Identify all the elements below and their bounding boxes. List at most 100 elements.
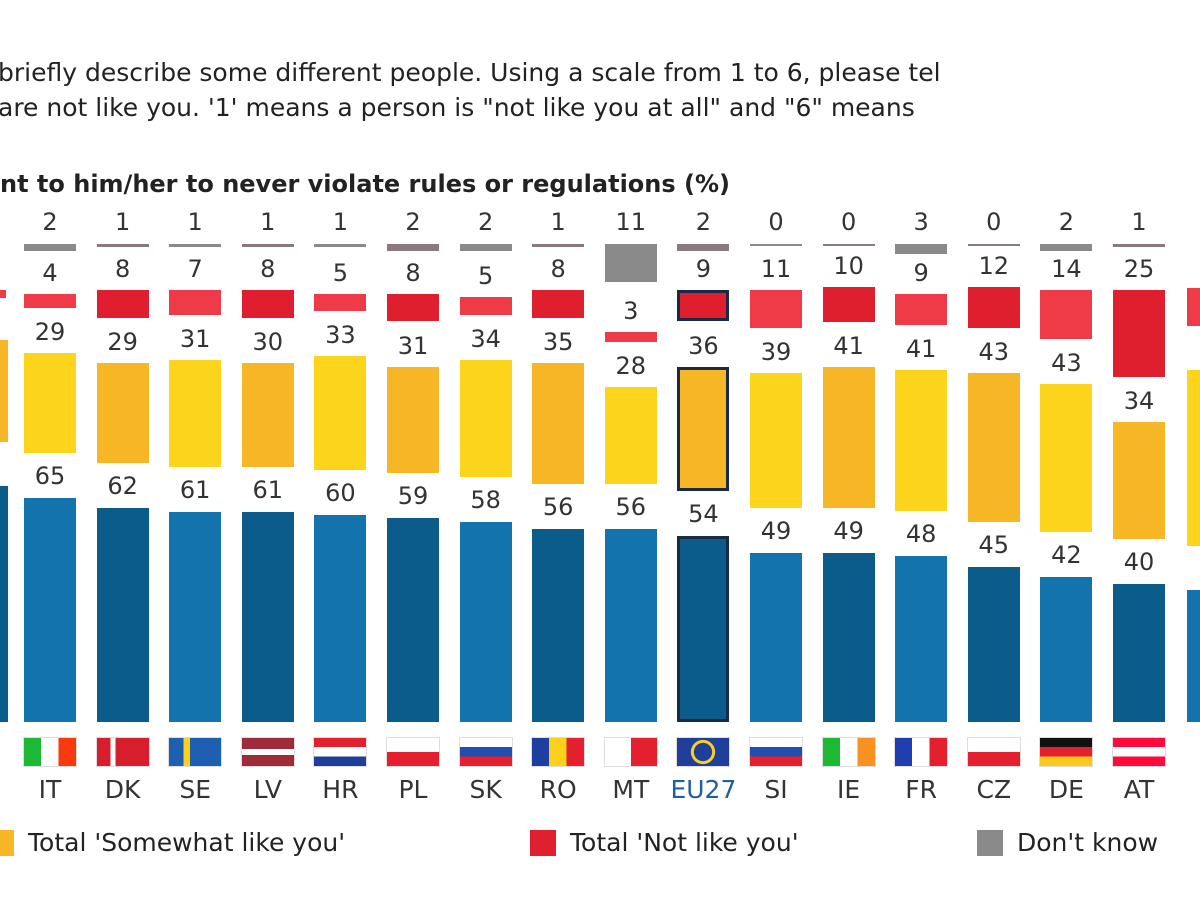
value-label-somewhat-LV: 30 xyxy=(252,328,284,357)
value-label-somewhat-RO: 35 xyxy=(542,328,574,357)
bar-dk-IE xyxy=(822,244,875,246)
bar-like-LV xyxy=(241,511,294,722)
flag-DE-icon xyxy=(1039,737,1094,767)
category-label-LV: LV xyxy=(253,775,282,804)
flag-IE-icon xyxy=(821,737,876,767)
legend-item-somewhat: Total 'Somewhat like you' xyxy=(0,828,345,857)
value-label-dk-RO: 1 xyxy=(550,208,566,236)
legend-swatch-dk xyxy=(977,829,1003,856)
bar-somewhat-IT xyxy=(24,352,76,453)
value-label-not-IT: 4 xyxy=(42,258,58,287)
value-label-not-IE: 10 xyxy=(833,252,864,280)
bar-like-partial-right xyxy=(1187,590,1200,722)
legend-swatch-somewhat xyxy=(0,829,14,856)
category-label-FR: FR xyxy=(905,775,938,804)
value-label-not-CZ: 12 xyxy=(978,252,1010,280)
bar-somewhat-IE xyxy=(822,366,875,508)
bar-not-SE xyxy=(169,290,222,315)
bar-like-IT xyxy=(24,497,76,722)
value-label-not-DE: 14 xyxy=(1051,255,1082,284)
bar-like-EU27 xyxy=(677,535,730,722)
bar-not-FR xyxy=(895,293,948,325)
category-label-EU27: EU27 xyxy=(670,775,737,804)
bar-somewhat-SE xyxy=(169,359,222,467)
category-label-DE: DE xyxy=(1048,775,1084,804)
bar-not-IT xyxy=(24,293,76,308)
bar-not-partial-left xyxy=(0,290,6,298)
bar-like-CZ xyxy=(967,566,1020,722)
value-label-somewhat-HR: 33 xyxy=(325,321,356,350)
value-label-like-SK: 58 xyxy=(470,485,501,514)
bar-like-AT xyxy=(1113,584,1165,722)
bar-somewhat-HR xyxy=(314,356,367,470)
bar-somewhat-EU27 xyxy=(677,366,730,491)
value-label-somewhat-PL: 31 xyxy=(397,331,429,360)
value-label-somewhat-DE: 43 xyxy=(1051,348,1082,377)
bar-somewhat-CZ xyxy=(967,373,1020,522)
bar-not-EU27 xyxy=(677,290,730,322)
category-label-IT: IT xyxy=(38,775,62,804)
value-label-not-DK: 8 xyxy=(114,255,131,284)
bar-dk-AT xyxy=(1113,244,1165,248)
value-label-like-RO: 56 xyxy=(542,492,574,521)
bar-somewhat-partial-left xyxy=(0,340,8,442)
value-label-dk-DE: 2 xyxy=(1058,208,1075,236)
bar-like-DK xyxy=(96,508,149,722)
bar-somewhat-DE xyxy=(1040,383,1093,533)
value-label-not-SI: 11 xyxy=(760,255,792,284)
bar-not-DK xyxy=(96,290,149,319)
flag-IT-icon xyxy=(23,737,77,767)
bar-somewhat-PL xyxy=(387,366,439,474)
flag-HR-icon xyxy=(313,737,368,767)
value-label-like-DK: 62 xyxy=(107,472,138,501)
value-label-somewhat-DK: 29 xyxy=(107,328,138,357)
chart-title: nt to him/her to never violate rules or … xyxy=(0,170,730,198)
value-label-like-IE: 49 xyxy=(833,516,864,545)
bar-not-RO xyxy=(532,290,585,319)
value-label-somewhat-AT: 34 xyxy=(1123,386,1155,415)
bar-like-RO xyxy=(532,528,585,722)
bar-like-MT xyxy=(604,528,657,722)
category-label-DK: DK xyxy=(104,775,141,804)
bar-somewhat-FR xyxy=(895,369,948,512)
value-label-like-SE: 61 xyxy=(179,475,211,504)
value-label-not-FR: 9 xyxy=(913,258,929,287)
bar-dk-HR xyxy=(314,244,367,248)
bar-like-SE xyxy=(169,511,222,722)
value-label-not-LV: 8 xyxy=(260,255,276,284)
value-label-like-SI: 49 xyxy=(760,516,792,545)
flag-AT-icon xyxy=(1112,737,1166,767)
bar-somewhat-SK xyxy=(459,359,512,477)
value-label-somewhat-SE: 31 xyxy=(179,324,211,353)
bar-dk-SE xyxy=(169,244,222,248)
value-label-like-FR: 48 xyxy=(905,520,937,549)
value-label-like-PL: 59 xyxy=(397,482,429,511)
bar-not-HR xyxy=(314,293,367,312)
value-label-somewhat-CZ: 43 xyxy=(978,338,1010,367)
value-label-not-AT: 25 xyxy=(1123,255,1155,284)
value-label-dk-DK: 1 xyxy=(114,208,131,236)
category-label-SI: SI xyxy=(764,775,788,804)
bar-like-HR xyxy=(314,515,367,722)
legend-item-not: Total 'Not like you' xyxy=(530,828,799,857)
bar-not-LV xyxy=(241,290,294,319)
bar-like-DE xyxy=(1040,577,1093,722)
bar-like-partial-left xyxy=(0,486,8,722)
bar-somewhat-SI xyxy=(750,373,802,508)
bar-somewhat-DK xyxy=(96,363,149,464)
value-label-dk-AT: 1 xyxy=(1131,208,1147,236)
flag-SE-icon xyxy=(168,737,223,767)
bar-dk-CZ xyxy=(967,244,1020,246)
bar-not-AT xyxy=(1113,290,1165,377)
bar-somewhat-RO xyxy=(532,363,585,484)
bar-dk-SI xyxy=(750,244,802,246)
value-label-dk-HR: 1 xyxy=(332,208,349,236)
legend-item-dk: Don't know xyxy=(977,828,1158,857)
value-label-like-HR: 60 xyxy=(325,479,356,507)
value-label-not-EU27: 9 xyxy=(695,255,712,284)
bar-not-SK xyxy=(459,297,512,315)
value-label-not-HR: 5 xyxy=(332,258,349,287)
value-label-dk-IE: 0 xyxy=(840,208,857,236)
category-label-PL: PL xyxy=(398,775,428,804)
